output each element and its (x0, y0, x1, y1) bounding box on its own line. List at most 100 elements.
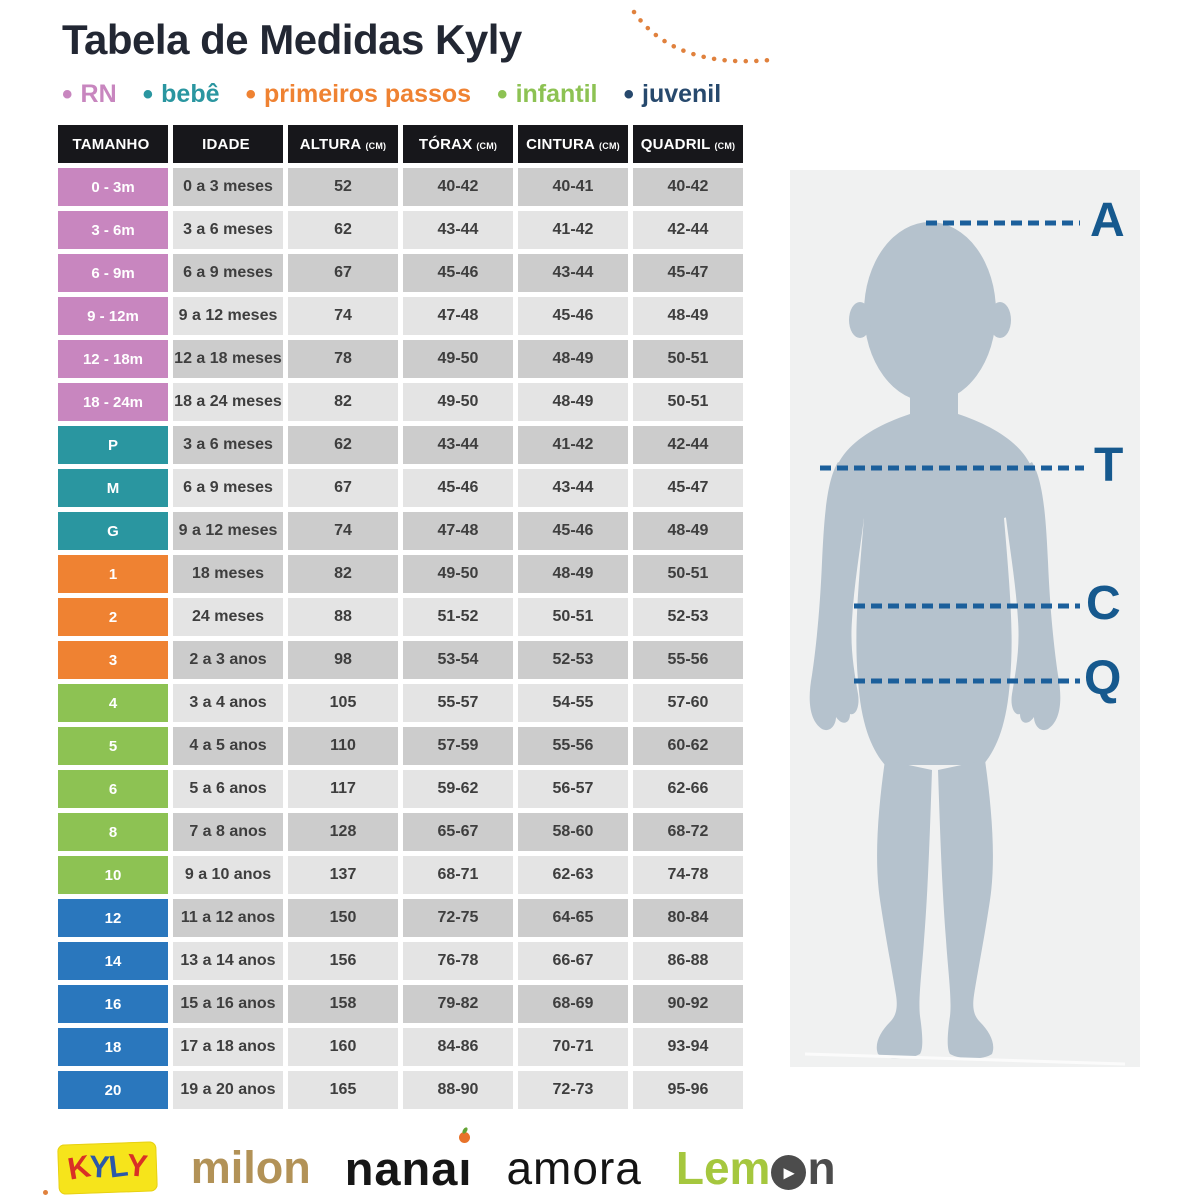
idade-cell: 3 a 6 meses (173, 211, 283, 249)
cintura-cell: 68-69 (518, 985, 628, 1023)
cintura-cell: 45-46 (518, 297, 628, 335)
torax-cell: 43-44 (403, 211, 513, 249)
size-cell: 16 (58, 985, 168, 1023)
cintura-cell: 41-42 (518, 211, 628, 249)
torax-cell: 88-90 (403, 1071, 513, 1109)
size-cell: 6 (58, 770, 168, 808)
altura-cell: 82 (288, 555, 398, 593)
amora-logo: amora (506, 1142, 642, 1194)
cintura-cell: 66-67 (518, 942, 628, 980)
size-cell: P (58, 426, 168, 464)
legend-label: primeiros passos (264, 80, 472, 108)
torax-cell: 49-50 (403, 340, 513, 378)
cintura-cell: 56-57 (518, 770, 628, 808)
quadril-cell: 86-88 (633, 942, 743, 980)
cintura-cell: 64-65 (518, 899, 628, 937)
nanai-fruit-icon (459, 1131, 471, 1143)
torax-cell: 57-59 (403, 727, 513, 765)
torax-cell: 49-50 (403, 555, 513, 593)
size-table: TAMANHO IDADE ALTURA (CM) TÓRAX (CM) CINTU… (58, 125, 743, 1109)
idade-cell: 3 a 4 anos (173, 684, 283, 722)
idade-cell: 7 a 8 anos (173, 813, 283, 851)
idade-cell: 12 a 18 meses (173, 340, 283, 378)
measurement-figure-panel: A T C Q (790, 170, 1140, 1067)
column-header-altura: ALTURA (CM) (288, 125, 398, 163)
quadril-cell: 93-94 (633, 1028, 743, 1066)
torax-cell: 76-78 (403, 942, 513, 980)
column-header-idade: IDADE (173, 125, 283, 163)
torax-cell: 47-48 (403, 297, 513, 335)
kyly-logo: KYLY (57, 1141, 158, 1195)
legend-item-bebe: • bebê (143, 79, 220, 109)
cintura-cell: 43-44 (518, 469, 628, 507)
milon-logo: milon (190, 1142, 311, 1193)
quadril-cell: 48-49 (633, 297, 743, 335)
size-cell: 20 (58, 1071, 168, 1109)
legend-item-primeiros-passos: • primeiros passos (246, 79, 472, 109)
page-title: Tabela de Medidas Kyly (62, 16, 522, 63)
cintura-cell: 62-63 (518, 856, 628, 894)
altura-cell: 110 (288, 727, 398, 765)
torax-cell: 51-52 (403, 598, 513, 636)
cintura-cell: 43-44 (518, 254, 628, 292)
idade-cell: 19 a 20 anos (173, 1071, 283, 1109)
cintura-cell: 54-55 (518, 684, 628, 722)
altura-cell: 117 (288, 770, 398, 808)
dotted-arc-decoration (631, 9, 773, 64)
bullet-icon: • (62, 77, 73, 111)
size-cell: 18 - 24m (58, 383, 168, 421)
quadril-cell: 68-72 (633, 813, 743, 851)
quadril-cell: 62-66 (633, 770, 743, 808)
cintura-cell: 70-71 (518, 1028, 628, 1066)
legend-item-infantil: • infantil (497, 79, 597, 109)
size-cell: 1 (58, 555, 168, 593)
idade-cell: 3 a 6 meses (173, 426, 283, 464)
cintura-cell: 40-41 (518, 168, 628, 206)
size-cell: 3 - 6m (58, 211, 168, 249)
size-cell: 12 - 18m (58, 340, 168, 378)
altura-cell: 52 (288, 168, 398, 206)
altura-cell: 105 (288, 684, 398, 722)
idade-cell: 6 a 9 meses (173, 469, 283, 507)
idade-cell: 17 a 18 anos (173, 1028, 283, 1066)
cintura-cell: 45-46 (518, 512, 628, 550)
idade-cell: 18 a 24 meses (173, 383, 283, 421)
idade-cell: 13 a 14 anos (173, 942, 283, 980)
size-cell: M (58, 469, 168, 507)
altura-cell: 88 (288, 598, 398, 636)
bullet-icon: • (623, 77, 635, 111)
quadril-cell: 40-42 (633, 168, 743, 206)
torax-cell: 47-48 (403, 512, 513, 550)
altura-cell: 98 (288, 641, 398, 679)
cintura-cell: 48-49 (518, 340, 628, 378)
size-cell: 18 (58, 1028, 168, 1066)
altura-cell: 158 (288, 985, 398, 1023)
quadril-cell: 52-53 (633, 598, 743, 636)
torax-cell: 45-46 (403, 469, 513, 507)
idade-cell: 11 a 12 anos (173, 899, 283, 937)
quadril-cell: 95-96 (633, 1071, 743, 1109)
lemon-o-arrow-icon: ▸ (771, 1154, 807, 1190)
cintura-cell: 55-56 (518, 727, 628, 765)
quadril-cell: 57-60 (633, 684, 743, 722)
size-cell: 8 (58, 813, 168, 851)
size-cell: 3 (58, 641, 168, 679)
idade-cell: 24 meses (173, 598, 283, 636)
cintura-cell: 72-73 (518, 1071, 628, 1109)
idade-cell: 5 a 6 anos (173, 770, 283, 808)
torax-cell: 68-71 (403, 856, 513, 894)
cintura-cell: 48-49 (518, 555, 628, 593)
cintura-cell: 41-42 (518, 426, 628, 464)
size-cell: 14 (58, 942, 168, 980)
size-cell: 10 (58, 856, 168, 894)
idade-cell: 0 a 3 meses (173, 168, 283, 206)
torax-cell: 53-54 (403, 641, 513, 679)
altura-cell: 74 (288, 512, 398, 550)
cintura-cell: 50-51 (518, 598, 628, 636)
column-header-quadril: QUADRIL (CM) (633, 125, 743, 163)
marker-letter-cintura: C (1086, 577, 1121, 630)
quadril-cell: 42-44 (633, 211, 743, 249)
legend-item-juvenil: • juvenil (623, 77, 722, 111)
altura-cell: 160 (288, 1028, 398, 1066)
